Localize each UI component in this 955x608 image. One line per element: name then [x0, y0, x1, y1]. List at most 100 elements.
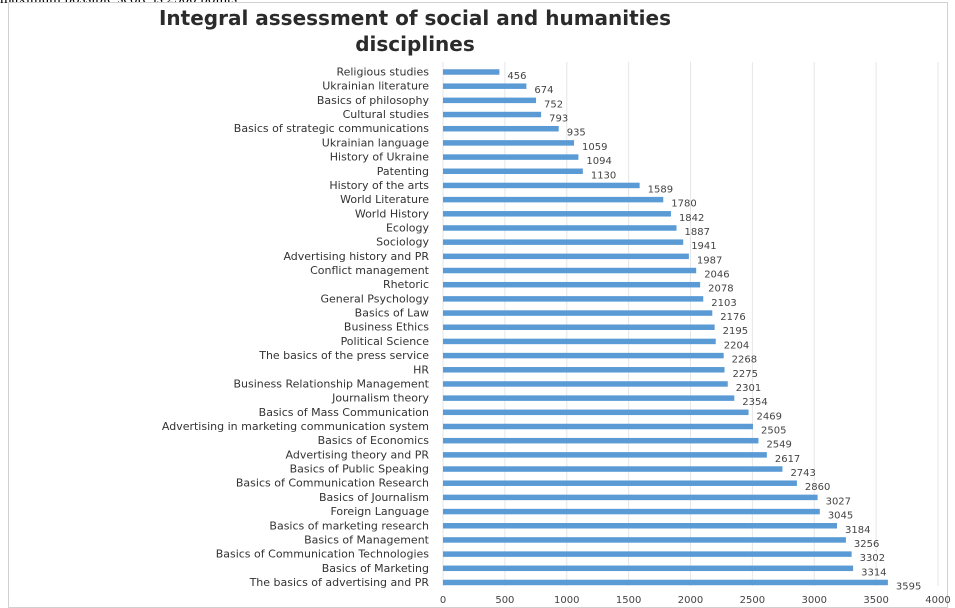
category-label: Basics of Communication Research [236, 477, 429, 490]
category-label: Advertising in marketing communication s… [162, 420, 429, 433]
bar [443, 196, 664, 203]
bar [443, 508, 820, 515]
bar [443, 97, 537, 104]
data-label: 1842 [679, 213, 704, 224]
category-label: Basics of Journalism [319, 491, 429, 504]
bar [443, 437, 759, 444]
x-tick-label: 1000 [554, 595, 579, 606]
data-label: 935 [567, 128, 586, 139]
data-label: 752 [544, 99, 563, 110]
bar [443, 466, 783, 472]
data-label: 2103 [711, 298, 736, 309]
data-label: 3302 [860, 553, 885, 564]
x-tick-label: 3500 [863, 595, 888, 606]
category-label: The basics of advertising and PR [249, 576, 430, 589]
category-label: General Psychology [320, 292, 429, 305]
data-label: 1887 [685, 227, 710, 238]
data-label: 2743 [790, 468, 815, 479]
category-label: Basics of Communication Technologies [216, 548, 430, 561]
category-label: Business Relationship Management [234, 377, 430, 390]
bar [443, 154, 579, 160]
data-label: 456 [507, 71, 526, 82]
category-label: Advertising history and PR [283, 250, 429, 263]
bar [443, 83, 527, 89]
x-tick-label: 2000 [678, 595, 703, 606]
data-label: 3027 [826, 496, 851, 507]
bar [443, 125, 559, 132]
bar [443, 338, 716, 345]
data-label: 2176 [720, 312, 745, 323]
bar [443, 111, 542, 118]
bar [443, 211, 671, 217]
x-tick-label: 500 [495, 595, 514, 606]
category-label: Basics of Public Speaking [290, 463, 429, 476]
bar [443, 239, 684, 245]
category-label: Religious studies [336, 66, 429, 79]
data-label: 3595 [896, 581, 921, 592]
category-label: Basics of philosophy [317, 94, 430, 107]
data-label: 3184 [845, 525, 870, 536]
category-label: Basics of Law [355, 307, 429, 320]
category-label: Basics of strategic communications [234, 122, 429, 135]
bar [443, 367, 725, 373]
data-label: 2301 [736, 383, 761, 394]
x-tick-label: 4000 [925, 595, 950, 606]
category-label: Ukrainian language [322, 136, 429, 149]
x-tick-label: 0 [440, 595, 446, 606]
data-label: 2204 [724, 340, 749, 351]
data-label: 2046 [704, 270, 729, 281]
data-label: 674 [534, 85, 553, 96]
bar [443, 225, 677, 231]
category-label: Cultural studies [343, 108, 430, 121]
data-label: 1059 [582, 142, 607, 153]
bar [443, 352, 724, 359]
bar [443, 381, 728, 387]
bar [443, 480, 797, 486]
bar [443, 267, 697, 274]
category-label: Advertising theory and PR [286, 448, 430, 461]
bar [443, 565, 854, 572]
bar [443, 537, 846, 543]
category-label: History of Ukraine [330, 151, 429, 164]
category-label: Patenting [377, 165, 429, 178]
data-label: 2275 [733, 369, 758, 380]
data-label: 1589 [648, 184, 673, 195]
category-label: Political Science [341, 335, 430, 348]
category-label: Basics of Mass Communication [259, 406, 429, 419]
category-label: Ecology [386, 221, 429, 234]
data-label: 3256 [854, 539, 879, 550]
bar [443, 296, 704, 302]
bar [443, 494, 818, 501]
category-label: Foreign Language [330, 505, 429, 518]
bar [443, 140, 575, 146]
data-label: 1780 [671, 199, 696, 210]
bar [443, 182, 640, 189]
bar [443, 69, 500, 75]
bar [443, 452, 767, 458]
category-label: Basics of Management [304, 533, 430, 546]
category-label: History of the arts [329, 179, 429, 192]
bar [443, 310, 713, 316]
bar [443, 324, 715, 330]
category-label: World History [355, 207, 430, 220]
category-label: Business Ethics [344, 321, 429, 334]
data-label: 793 [549, 114, 568, 125]
data-label: 2469 [757, 411, 782, 422]
x-tick-label: 1500 [616, 595, 641, 606]
chart-title: Integral assessment of social and humani… [158, 6, 672, 56]
data-label: 2268 [732, 355, 757, 366]
bar [443, 168, 583, 175]
bar [443, 409, 749, 416]
data-label: 3045 [828, 511, 853, 522]
data-label: 2860 [805, 482, 830, 493]
category-label: Journalism theory [331, 392, 429, 405]
bar [443, 423, 753, 430]
bar [443, 523, 838, 529]
data-label: 2549 [766, 440, 791, 451]
category-label: The basics of the press service [258, 349, 429, 362]
bar [443, 253, 689, 260]
category-label: World Literature [340, 193, 429, 206]
category-label: Conflict management [310, 264, 430, 277]
category-label: HR [413, 363, 429, 376]
